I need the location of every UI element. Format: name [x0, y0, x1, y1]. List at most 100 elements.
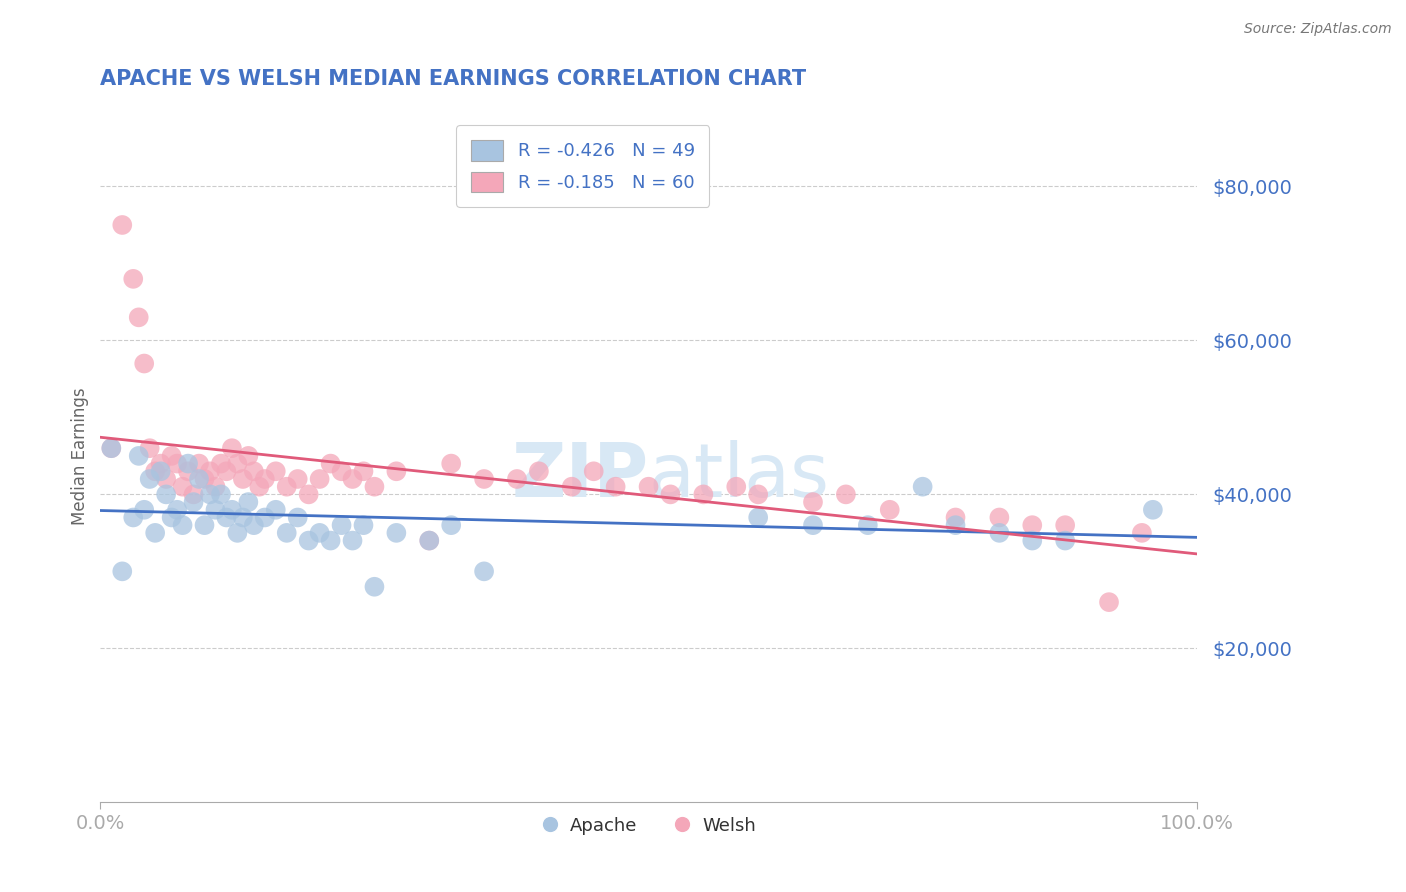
Point [193, 518, 215, 533]
Point [155, 487, 177, 501]
Point [385, 464, 408, 478]
Point [138, 472, 160, 486]
Point [111, 565, 134, 579]
Point [659, 487, 682, 501]
Point [945, 510, 967, 524]
Point [155, 472, 177, 486]
Point [353, 464, 375, 478]
Point [238, 495, 260, 509]
Point [160, 510, 183, 524]
Point [226, 457, 249, 471]
Point [605, 480, 627, 494]
Point [342, 533, 364, 548]
Point [1021, 533, 1043, 548]
Point [253, 472, 276, 486]
Point [988, 510, 1011, 524]
Point [440, 457, 463, 471]
Point [243, 464, 266, 478]
Point [100, 441, 122, 455]
Point [725, 480, 748, 494]
Point [363, 580, 385, 594]
Point [747, 487, 769, 501]
Point [247, 480, 270, 494]
Point [287, 510, 309, 524]
Point [198, 464, 221, 478]
Point [209, 487, 232, 501]
Point [183, 495, 205, 509]
Point [319, 533, 342, 548]
Point [440, 518, 463, 533]
Point [330, 518, 353, 533]
Point [264, 464, 287, 478]
Point [472, 472, 495, 486]
Point [418, 533, 440, 548]
Point [330, 464, 353, 478]
Point [801, 518, 824, 533]
Point [128, 449, 150, 463]
Point [1021, 518, 1043, 533]
Point [308, 472, 330, 486]
Point [204, 502, 226, 516]
Point [172, 518, 194, 533]
Point [138, 441, 160, 455]
Point [111, 218, 134, 232]
Point [232, 472, 254, 486]
Text: ZIP: ZIP [512, 440, 648, 513]
Point [160, 449, 183, 463]
Point [911, 480, 934, 494]
Point [221, 441, 243, 455]
Point [215, 464, 238, 478]
Point [226, 525, 249, 540]
Point [988, 525, 1011, 540]
Text: atlas: atlas [648, 440, 830, 513]
Point [177, 464, 200, 478]
Point [835, 487, 858, 501]
Point [747, 510, 769, 524]
Point [122, 272, 145, 286]
Point [319, 457, 342, 471]
Point [134, 502, 156, 516]
Point [215, 510, 238, 524]
Point [637, 480, 659, 494]
Point [801, 495, 824, 509]
Point [253, 510, 276, 524]
Point [385, 525, 408, 540]
Point [1054, 533, 1077, 548]
Point [128, 310, 150, 325]
Point [342, 472, 364, 486]
Point [221, 502, 243, 516]
Point [149, 464, 172, 478]
Point [172, 480, 194, 494]
Point [1054, 518, 1077, 533]
Point [188, 457, 211, 471]
Text: Source: ZipAtlas.com: Source: ZipAtlas.com [1244, 22, 1392, 37]
Point [198, 487, 221, 501]
Point [204, 480, 226, 494]
Point [166, 502, 188, 516]
Point [209, 457, 232, 471]
Point [506, 472, 529, 486]
Point [143, 464, 166, 478]
Point [298, 533, 321, 548]
Point [561, 480, 583, 494]
Point [166, 457, 188, 471]
Point [177, 457, 200, 471]
Point [188, 472, 211, 486]
Point [238, 449, 260, 463]
Point [692, 487, 714, 501]
Point [363, 480, 385, 494]
Point [276, 525, 298, 540]
Point [472, 565, 495, 579]
Point [149, 457, 172, 471]
Point [143, 525, 166, 540]
Point [287, 472, 309, 486]
Point [122, 510, 145, 524]
Point [353, 518, 375, 533]
Point [298, 487, 321, 501]
Legend: Apache, Welsh: Apache, Welsh [534, 809, 763, 842]
Point [183, 487, 205, 501]
Y-axis label: Median Earnings: Median Earnings [72, 387, 89, 524]
Point [582, 464, 605, 478]
Point [1130, 525, 1153, 540]
Point [134, 357, 156, 371]
